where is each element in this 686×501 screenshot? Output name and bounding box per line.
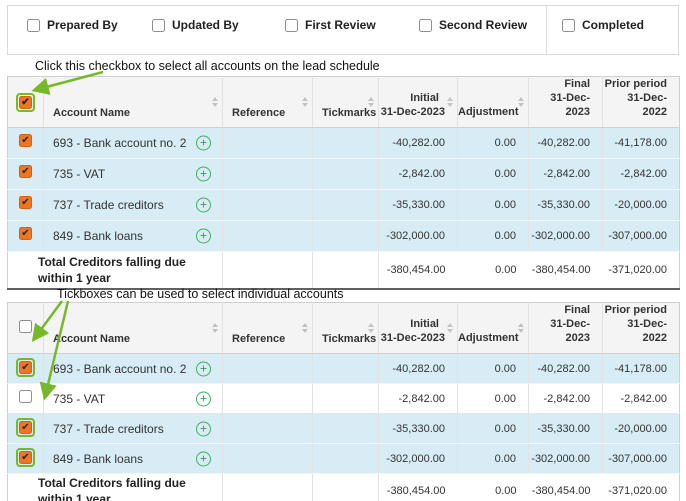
signoff-item-second-review[interactable]: Second Review — [419, 18, 527, 32]
reference-cell — [222, 443, 313, 474]
signoff-item-first-review[interactable]: First Review — [285, 18, 376, 32]
row-checkbox[interactable] — [19, 134, 32, 147]
select-all-header-cell — [7, 76, 44, 128]
updated-by-checkbox[interactable] — [152, 18, 165, 32]
sort-arrows-icon[interactable] — [302, 97, 308, 107]
col-prior-period: Prior period 31-Dec-2022 — [602, 76, 680, 128]
account-row: 849 - Bank loans -302,000.00 0.00 -302,0… — [7, 220, 680, 252]
signoff-divider — [546, 6, 547, 54]
row-checkbox[interactable] — [19, 421, 32, 434]
total-label: Total Creditors falling due within 1 yea… — [7, 251, 223, 290]
sort-arrows-icon[interactable] — [447, 97, 453, 107]
add-icon[interactable] — [196, 166, 211, 182]
tickmarks-cell — [312, 383, 379, 414]
total-row: Total Creditors falling due within 1 yea… — [7, 251, 680, 290]
tickmarks-cell — [312, 127, 379, 159]
account-row: 735 - VAT -2,842.00 0.00 -2,842.00 -2,84… — [7, 158, 680, 190]
col-final: Final 31-Dec-2023 — [528, 302, 603, 354]
prepared-by-label: Prepared By — [47, 18, 118, 32]
account-row: 849 - Bank loans -302,000.00 0.00 -302,0… — [7, 443, 680, 474]
add-icon[interactable] — [196, 135, 211, 151]
tickmarks-cell — [312, 158, 379, 190]
lead-schedule-table-select-all: Account Name Reference Tickmarks Initial… — [7, 76, 680, 290]
total-row: Total Creditors falling due within 1 yea… — [7, 473, 680, 501]
tickmarks-cell — [312, 413, 379, 444]
account-row: 693 - Bank account no. 2 -40,282.00 0.00… — [7, 127, 680, 159]
col-reference: Reference — [222, 76, 313, 128]
reference-cell — [222, 189, 313, 221]
completed-checkbox[interactable] — [562, 18, 575, 32]
reference-cell — [222, 158, 313, 190]
add-icon[interactable] — [196, 421, 211, 436]
row-checkbox[interactable] — [19, 227, 32, 240]
reference-cell — [222, 353, 313, 384]
col-tickmarks: Tickmarks — [312, 302, 379, 354]
col-tickmarks: Tickmarks — [312, 76, 379, 128]
individual-select-annotation: Tickboxes can be used to select individu… — [57, 287, 344, 301]
first-review-checkbox[interactable] — [285, 18, 298, 32]
prepared-by-checkbox[interactable] — [27, 18, 40, 32]
add-icon[interactable] — [196, 391, 211, 406]
reference-cell — [222, 220, 313, 252]
select-all-header-cell — [7, 302, 44, 354]
signoff-bar: Prepared By Updated By First Review Seco… — [7, 5, 679, 55]
tickmarks-cell — [312, 353, 379, 384]
signoff-item-prepared-by[interactable]: Prepared By — [27, 18, 118, 32]
green-highlight-outline — [16, 358, 35, 377]
row-checkbox[interactable] — [19, 361, 32, 374]
sort-arrows-icon[interactable] — [302, 323, 308, 333]
col-final: Final 31-Dec-2023 — [528, 76, 603, 128]
total-label: Total Creditors falling due within 1 yea… — [7, 473, 223, 501]
select-all-annotation: Click this checkbox to select all accoun… — [35, 59, 380, 73]
reference-cell — [222, 127, 313, 159]
account-row: 737 - Trade creditors -35,330.00 0.00 -3… — [7, 189, 680, 221]
sort-arrows-icon[interactable] — [368, 323, 374, 333]
col-adjustment: Adjustment — [457, 76, 529, 128]
row-checkbox[interactable] — [19, 389, 32, 403]
reference-cell — [222, 383, 313, 414]
col-prior-period: Prior period 31-Dec-2022 — [602, 302, 680, 354]
signoff-item-completed[interactable]: Completed — [562, 18, 644, 32]
sort-arrows-icon[interactable] — [518, 97, 524, 107]
signoff-item-updated-by[interactable]: Updated By — [152, 18, 239, 32]
sort-arrows-icon[interactable] — [368, 97, 374, 107]
sort-arrows-icon[interactable] — [212, 323, 218, 333]
add-icon[interactable] — [196, 228, 211, 244]
tickmarks-cell — [312, 189, 379, 221]
second-review-label: Second Review — [439, 18, 528, 32]
sort-arrows-icon[interactable] — [212, 97, 218, 107]
select-all-checkbox[interactable] — [19, 320, 32, 333]
add-icon[interactable] — [196, 197, 211, 213]
col-account-name: Account Name — [43, 302, 223, 354]
row-checkbox[interactable] — [19, 196, 32, 209]
lead-schedule-table-individual: Account Name Reference Tickmarks Initial… — [7, 302, 680, 501]
reference-cell — [222, 413, 313, 444]
add-icon[interactable] — [196, 451, 211, 466]
col-initial: Initial 31-Dec-2023 — [378, 76, 458, 128]
green-highlight-outline — [16, 92, 35, 112]
account-row: 735 - VAT -2,842.00 0.00 -2,842.00 -2,84… — [7, 383, 680, 414]
col-adjustment: Adjustment — [457, 302, 529, 354]
col-initial: Initial 31-Dec-2023 — [378, 302, 458, 354]
completed-label: Completed — [582, 18, 645, 32]
sort-arrows-icon[interactable] — [447, 323, 453, 333]
col-account-name: Account Name — [43, 76, 223, 128]
select-all-checkbox[interactable] — [19, 95, 32, 109]
first-review-label: First Review — [305, 18, 376, 32]
col-reference: Reference — [222, 302, 313, 354]
green-highlight-outline — [16, 448, 35, 467]
tickmarks-cell — [312, 443, 379, 474]
second-review-checkbox[interactable] — [419, 18, 432, 32]
green-highlight-outline — [16, 418, 35, 437]
account-row: 693 - Bank account no. 2 -40,282.00 0.00… — [7, 353, 680, 384]
add-icon[interactable] — [196, 361, 211, 376]
updated-by-label: Updated By — [172, 18, 239, 32]
row-checkbox[interactable] — [19, 165, 32, 178]
account-row: 737 - Trade creditors -35,330.00 0.00 -3… — [7, 413, 680, 444]
tickmarks-cell — [312, 220, 379, 252]
row-checkbox[interactable] — [19, 451, 32, 464]
sort-arrows-icon[interactable] — [518, 323, 524, 333]
